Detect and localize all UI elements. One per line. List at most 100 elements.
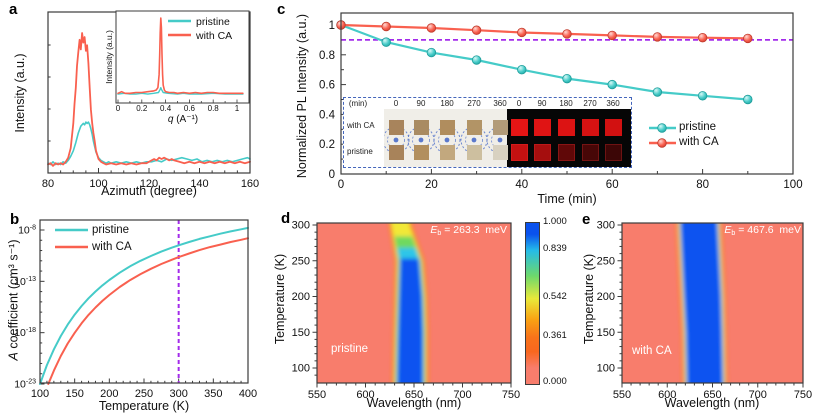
d-ann-value: = 263.3 meV: [441, 224, 507, 236]
y-tick-label: 150: [292, 327, 310, 339]
y-tick-label: 0.8: [319, 50, 335, 62]
film-photo-uv-with-ca: [604, 119, 622, 136]
band-layer: [397, 258, 423, 383]
data-marker: [743, 33, 753, 44]
y-tick-label: 150: [597, 327, 615, 339]
inset-curve-with-ca: [117, 17, 244, 95]
y-tick-label: 0: [329, 169, 335, 181]
inset-x-tick-label: 0.6: [184, 104, 196, 113]
x-tick-label: 20: [425, 179, 438, 191]
x-tick-label: 200: [100, 388, 118, 400]
data-marker: [381, 37, 391, 47]
e-sample-label: with CA: [632, 345, 672, 357]
inset-time-label: 180: [440, 99, 454, 108]
x-tick-label: 140: [190, 178, 208, 190]
data-marker: [607, 30, 617, 41]
colorbar: [525, 222, 540, 385]
panel-d-canvas: 550 600 650 700 750 100 150 200 250 300: [292, 220, 521, 402]
x-tick-label: 600: [658, 389, 676, 401]
colorbar-tick-5: 0.000: [543, 376, 567, 387]
film-photo-uv-pristine: [557, 144, 575, 161]
data-marker: [743, 94, 753, 105]
film-photo-uv-pristine: [533, 144, 551, 161]
x-tick-label: 150: [65, 388, 83, 400]
inset-time-label: 180: [559, 99, 573, 108]
x-tick-label: 100: [89, 178, 107, 190]
x-tick-label: 550: [613, 389, 631, 401]
x-tick-label: 550: [308, 389, 326, 401]
inset-time-label: 360: [606, 99, 620, 108]
inset-x-tick-label: 1: [235, 104, 240, 113]
x-tick-label: 750: [502, 389, 520, 401]
data-marker: [426, 23, 437, 33]
e-ann-subscript: b: [731, 230, 736, 237]
inset-x-tick-label: 0.2: [136, 104, 148, 113]
inset-time-label: 90: [537, 99, 547, 108]
e-ann-value: = 467.6 meV: [735, 224, 801, 236]
panel-label-c: c: [277, 1, 286, 18]
data-marker: [697, 91, 708, 101]
x-tick-label: 100: [31, 388, 49, 400]
x-tick-label: 120: [140, 178, 158, 190]
b-y-label-rest: coefficient (cm³ s⁻¹): [6, 239, 21, 353]
colorbar-tick-2: 0.839: [543, 243, 567, 254]
y-tick-label: 250: [597, 255, 615, 267]
film-photo-ambient-with-ca: [492, 120, 508, 135]
x-tick-label: 40: [515, 179, 528, 191]
curve-pristine: [47, 121, 251, 166]
x-tick-label: 350: [204, 388, 222, 400]
curve-with-ca: [47, 237, 249, 385]
curve-with-ca: [47, 32, 251, 167]
x-tick-label: 600: [356, 389, 374, 401]
inset-time-label: 0: [393, 99, 399, 108]
film-photo-uv-pristine: [604, 144, 622, 161]
y-tick-label: 10-8: [18, 225, 36, 237]
y-tick-label: 300: [292, 220, 310, 232]
inset-time-label: 0: [516, 99, 522, 108]
film-photo-ambient-with-ca: [413, 120, 429, 135]
emission-band: [389, 223, 429, 383]
y-tick-label: 1: [329, 20, 335, 32]
colorbar-tick-1: 1.000: [543, 216, 567, 227]
inset-x-tick-label: 0: [116, 104, 121, 113]
stamp-pattern: [384, 126, 507, 154]
x-tick-label: 250: [135, 388, 153, 400]
panel-c-canvas: 0 20 40 60 80 100 0 0.2 0.4 0.6 0.8 1: [319, 12, 803, 191]
stamp-mark: [471, 137, 477, 143]
film-photo-uv-pristine: [510, 144, 528, 161]
y-tick-label: 300: [597, 220, 615, 232]
film-photo-ambient-pristine: [439, 145, 455, 160]
x-tick-label: 160: [241, 178, 259, 190]
b-legend-pristine: pristine: [92, 224, 130, 236]
legend-marker: [657, 123, 667, 133]
film-photo-ambient-pristine: [413, 145, 429, 160]
e-y-axis-label: Temperature (K): [582, 253, 596, 345]
d-binding-energy-annotation: Eb = 263.3 meV: [401, 224, 507, 237]
a-inset-y-axis-label: Intensity (a.u.): [104, 30, 114, 84]
x-tick-label: 650: [405, 389, 423, 401]
x-tick-label: 80: [696, 179, 709, 191]
a-legend-pristine: pristine: [196, 16, 230, 28]
inset-row-label-with-ca: with CA: [347, 121, 375, 130]
e-binding-energy-annotation: Eb = 467.6 meV: [701, 224, 801, 237]
stamp-mark: [418, 137, 424, 143]
y-tick-label: 100: [292, 363, 310, 375]
d-sample-label: pristine: [331, 343, 369, 355]
data-marker: [562, 73, 572, 84]
heatmap-area: [622, 223, 803, 383]
inset-time-label: 270: [467, 99, 481, 108]
film-photo-ambient-with-ca: [466, 120, 482, 135]
a-inset-x-axis-label: q (A⁻¹): [168, 114, 198, 125]
x-tick-label: 400: [239, 388, 257, 400]
colorbar-tick-4: 0.361: [543, 330, 567, 341]
film-photo-ambient-pristine: [492, 145, 508, 160]
panel-label-d: d: [281, 210, 291, 227]
stamp-mark: [393, 137, 399, 143]
data-marker: [517, 64, 527, 75]
film-photo-uv-pristine: [581, 144, 599, 161]
x-tick-label: 700: [453, 389, 471, 401]
e-x-axis-label: Wavelength (nm): [664, 396, 760, 410]
inset-time-label: 270: [583, 99, 597, 108]
